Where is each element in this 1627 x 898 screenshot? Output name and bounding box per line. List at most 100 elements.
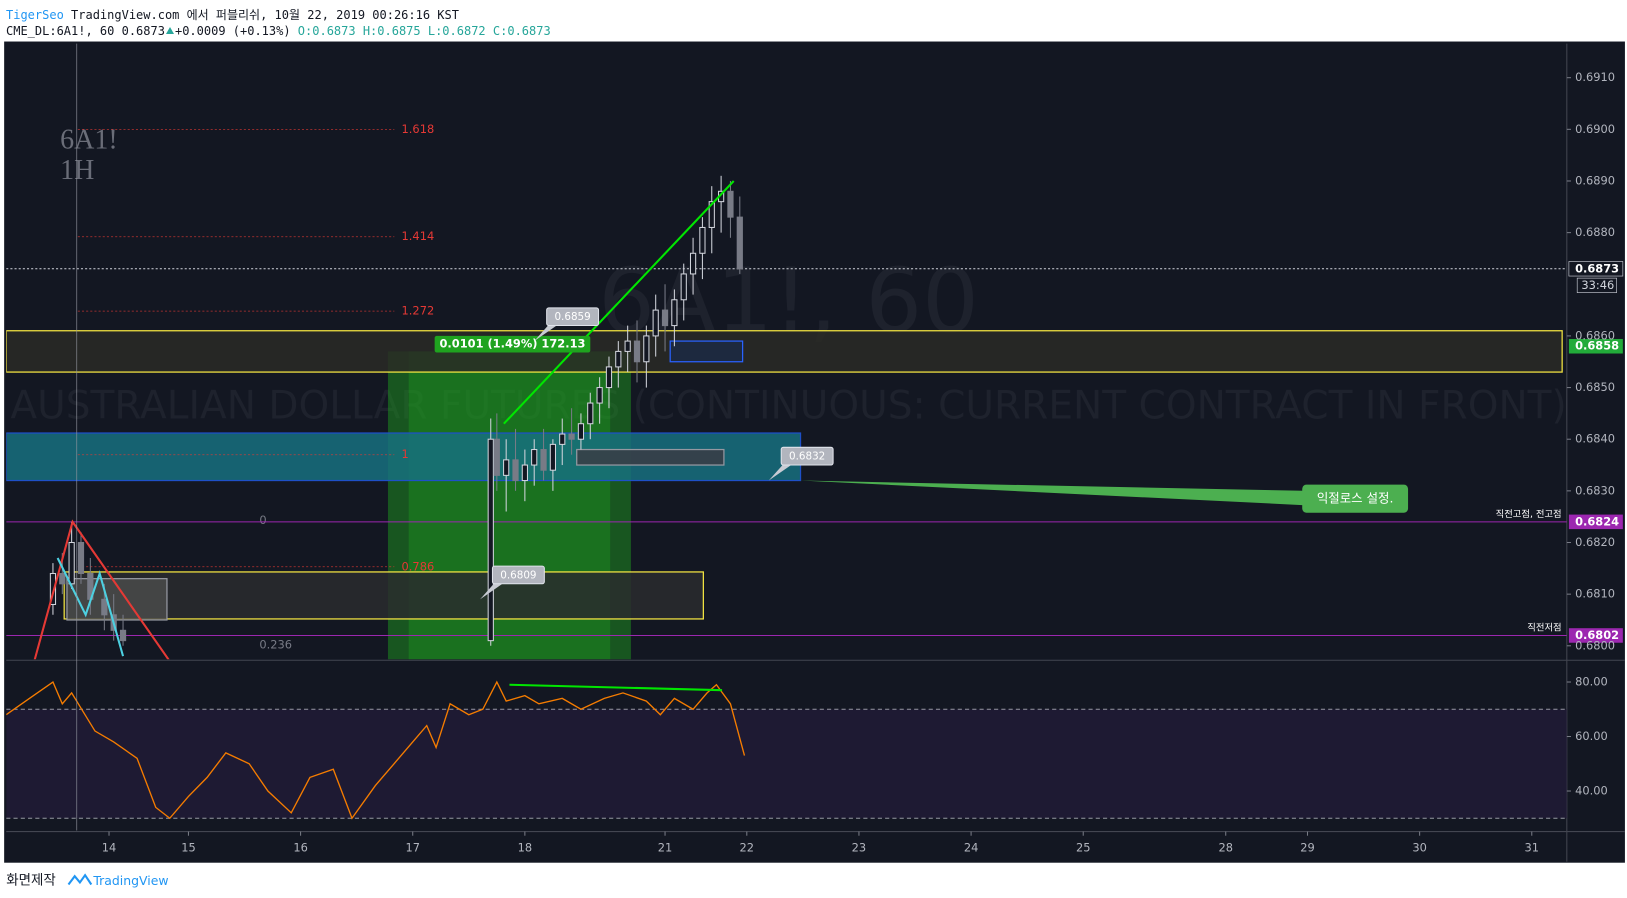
- y-tick-label: 0.6840: [1575, 432, 1615, 446]
- footer-brand: TradingView: [92, 873, 168, 888]
- low: L:0.6872: [427, 24, 486, 38]
- candle-body: [101, 598, 108, 616]
- fib-label: 1.272: [402, 304, 435, 318]
- fib-label: 1.414: [402, 229, 435, 243]
- interval-label: 1H: [60, 155, 94, 186]
- x-tick-label: 23: [852, 841, 867, 855]
- candle-body: [727, 190, 734, 218]
- candle-body: [671, 299, 678, 327]
- y-tick-label: 0.6820: [1575, 535, 1615, 549]
- fib-label: 1: [402, 447, 409, 461]
- trend-line: [503, 180, 735, 425]
- annotation-pointer: [800, 480, 1310, 506]
- annotation-box: [1302, 484, 1409, 513]
- price-line-note: 직전고점, 전고점: [1496, 508, 1562, 520]
- callout-box: [491, 565, 545, 585]
- rsi-tick-label: 40.00: [1575, 784, 1608, 798]
- candle-body: [680, 273, 687, 301]
- price-tag: [1568, 261, 1624, 277]
- y-tick-label: 0.6860: [1575, 328, 1615, 342]
- callout-box: [546, 307, 600, 327]
- price-tag-label: 0.6873: [1575, 261, 1619, 275]
- candle-body: [512, 459, 519, 482]
- fib-label: 1.618: [402, 122, 435, 136]
- x-tick-label: 18: [518, 841, 533, 855]
- x-tick-label: 28: [1218, 841, 1233, 855]
- x-tick-label: 30: [1412, 841, 1427, 855]
- x-tick-label: 21: [658, 841, 673, 855]
- y-tick-label: 0.6880: [1575, 225, 1615, 239]
- open: O:0.6873: [297, 24, 356, 38]
- candle-body: [540, 449, 547, 471]
- symbol: CME_DL:6A1!, 60: [6, 24, 115, 38]
- price-tag-label: 0.6858: [1575, 339, 1619, 353]
- position-label: 0.0101 (1.49%) 172.13: [440, 337, 586, 351]
- zone-box: [576, 448, 725, 466]
- author: TigerSeo: [6, 8, 64, 22]
- rsi-band: [6, 709, 1567, 819]
- candle-body: [689, 252, 697, 275]
- candle-body: [59, 572, 66, 585]
- y-tick-label: 0.6850: [1575, 380, 1615, 394]
- price-tag: [1568, 514, 1623, 530]
- candle-body: [699, 226, 706, 254]
- change: +0.0009 (+0.13%): [174, 24, 291, 38]
- candle-body: [559, 433, 566, 445]
- candle-body: [577, 423, 585, 440]
- candle-body: [652, 309, 659, 337]
- candle-body: [736, 216, 743, 270]
- zone-box: [6, 330, 1563, 373]
- candle-body: [633, 340, 641, 363]
- price-tag-label: 0.6824: [1575, 514, 1619, 528]
- rsi-tick-label: 80.00: [1575, 675, 1608, 689]
- y-tick-label: 0.6890: [1575, 173, 1615, 187]
- y-tick-label: 0.6910: [1575, 70, 1615, 84]
- fib-label: 0.786: [402, 559, 435, 573]
- callout-box: [780, 446, 834, 466]
- candle-body: [549, 443, 557, 471]
- rsi-divergence: [509, 683, 723, 692]
- x-tick-label: 31: [1525, 841, 1540, 855]
- x-tick-label: 17: [405, 841, 420, 855]
- price-tag: [1568, 628, 1623, 643]
- x-tick-label: 14: [102, 841, 117, 855]
- price-line-note: 직전저점: [1527, 622, 1561, 634]
- footer-credit: 화면제작: [6, 872, 56, 888]
- candle-body: [487, 438, 494, 642]
- x-tick-label: 29: [1300, 841, 1315, 855]
- x-tick-label: 22: [740, 841, 755, 855]
- candle-body: [68, 541, 75, 585]
- callout-pointer: [480, 580, 507, 600]
- publish-line: TigerSeo TradingView.com 에서 퍼블리쉬, 10월 22…: [6, 6, 459, 23]
- ohlc-line: CME_DL:6A1!, 60 0.6873 +0.0009 (+0.13%) O…: [6, 24, 551, 38]
- candle-body: [708, 201, 715, 228]
- candle-body: [568, 433, 575, 440]
- fib-label: 0.236: [259, 637, 292, 651]
- candle-body: [493, 438, 500, 476]
- last: 0.6873: [121, 24, 165, 38]
- brand-logo: [67, 873, 93, 886]
- axes: 0.6873 33:46 0.6858 0.6824 0.6802 0.6910 0.690…: [102, 70, 1624, 855]
- annotation-text: 익절로스 설정.: [1317, 491, 1394, 506]
- close: C:0.6873: [492, 24, 551, 38]
- rsi-pane: [6, 680, 1567, 820]
- rsi-tick-label: 60.00: [1575, 729, 1608, 743]
- candle-body: [605, 366, 613, 389]
- x-tick-label: 16: [293, 841, 308, 855]
- high: H:0.6875: [362, 24, 421, 38]
- price-tag-label: 0.6802: [1575, 628, 1619, 642]
- candle-body: [119, 629, 127, 642]
- candle-body: [587, 402, 594, 425]
- candle-body: [531, 449, 538, 466]
- candle-body: [596, 387, 603, 404]
- y-tick-label: 0.6830: [1575, 483, 1615, 497]
- candle-body: [49, 572, 57, 605]
- ticker-label: 6A1!: [60, 125, 118, 156]
- candle-body: [661, 309, 669, 327]
- watermark-description: AUSTRALIAN DOLLAR FUTURES (CONTINUOUS: C…: [10, 382, 1566, 428]
- countdown: 33:46: [1581, 278, 1614, 292]
- zone-box: [63, 571, 704, 620]
- price-tag: [1568, 338, 1623, 354]
